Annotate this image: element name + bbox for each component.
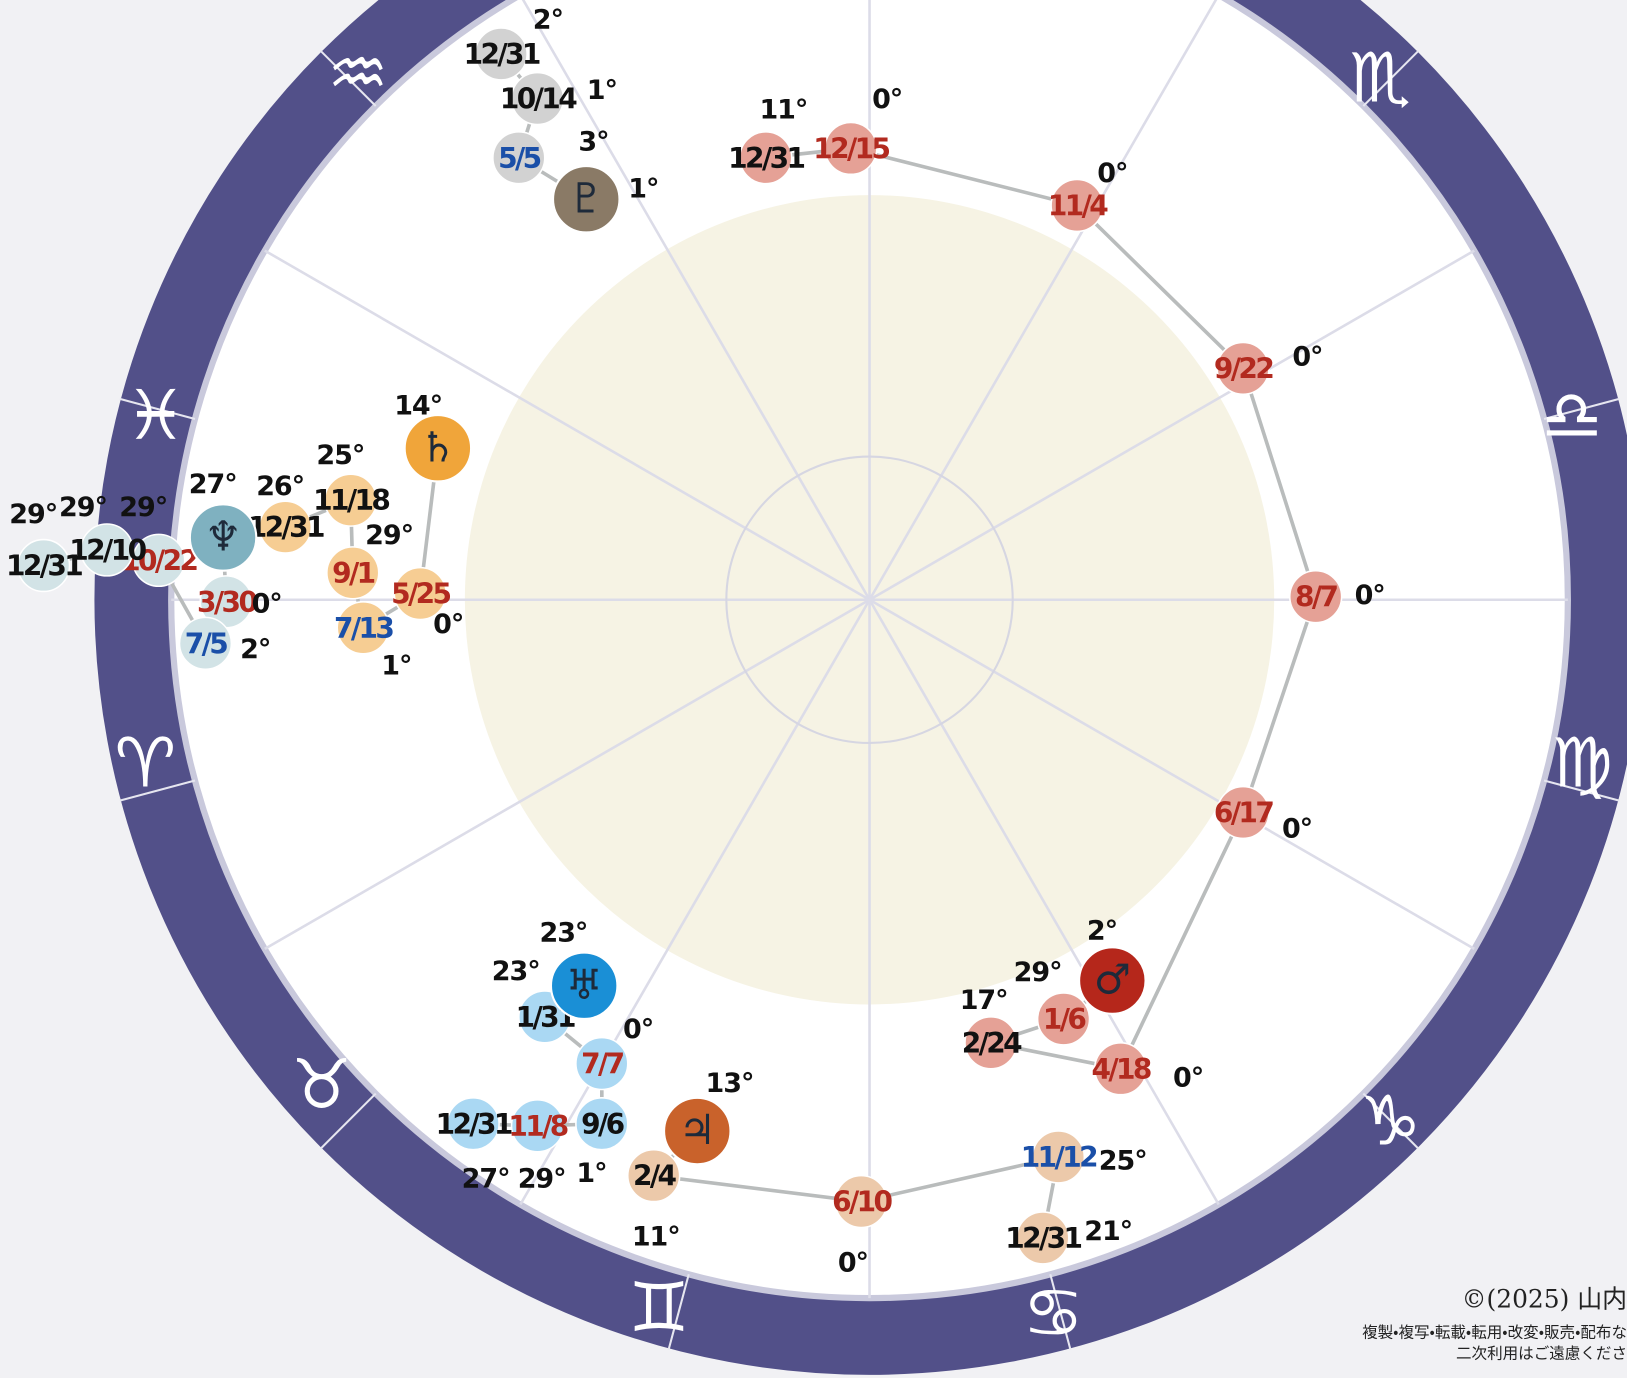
date-label: 12/31 — [6, 550, 82, 583]
degree-label: 29° — [365, 520, 413, 551]
degree-label: 23° — [492, 956, 540, 987]
zodiac-sign: ♋ — [1022, 1273, 1083, 1353]
date-label: 9/1 — [332, 557, 375, 590]
date-label: 2/24 — [962, 1027, 1022, 1060]
date-label: 11/8 — [508, 1110, 567, 1143]
planet-glyph: ♇ — [568, 173, 605, 222]
degree-label: 29° — [59, 492, 107, 523]
degree-label: 0° — [1292, 341, 1322, 372]
degree-label: 25° — [1099, 1146, 1147, 1177]
zodiac-sign: ♎ — [1541, 376, 1602, 456]
degree-label: 0° — [1097, 158, 1127, 189]
degree-label: 27° — [462, 1163, 510, 1194]
degree-label: 0° — [433, 609, 463, 640]
date-label: 11/18 — [313, 484, 389, 517]
degree-label: 11° — [632, 1221, 680, 1252]
zodiac-sign: ♈ — [115, 723, 176, 803]
degree-label: 13° — [705, 1068, 753, 1099]
degree-label: 0° — [872, 84, 902, 115]
planet-glyph: ♅ — [566, 960, 603, 1009]
degree-label: 0° — [838, 1247, 868, 1278]
planet-glyph: ♃ — [679, 1105, 716, 1154]
degree-label: 11° — [759, 95, 807, 126]
date-label: 10/14 — [500, 83, 577, 116]
degree-label: 1° — [576, 1158, 606, 1189]
zodiac-sign: ♊ — [628, 1268, 689, 1348]
degree-label: 29° — [1014, 957, 1062, 988]
degree-label: 29° — [119, 492, 167, 523]
date-label: 6/17 — [1214, 797, 1273, 830]
zodiac-sign: ♍ — [1552, 723, 1613, 803]
date-label: 12/31 — [464, 38, 540, 71]
date-label: 1/6 — [1043, 1003, 1086, 1036]
degree-label: 17° — [960, 985, 1008, 1016]
date-label: 3/30 — [197, 586, 257, 619]
date-label: 8/7 — [1295, 581, 1338, 614]
degree-label: 27° — [189, 469, 237, 500]
degree-label: 23° — [539, 917, 587, 948]
degree-label: 29° — [518, 1163, 566, 1194]
zodiac-sign: ♏ — [1349, 39, 1410, 119]
degree-label: 3° — [578, 127, 608, 158]
degree-label: 0° — [1355, 580, 1385, 611]
degree-label: 26° — [256, 471, 304, 502]
zodiac-sign: ♉ — [291, 1045, 352, 1125]
copyright-note: 複製・複写・転載・転用・改変・販売・配布な — [1362, 1324, 1627, 1342]
planet-glyph: ♆ — [204, 512, 241, 561]
planet-glyph: ♄ — [419, 422, 456, 471]
degree-label: 0° — [1282, 814, 1312, 845]
copyright: ©(2025) 山内 — [1462, 1284, 1627, 1313]
degree-label: 2° — [240, 634, 270, 665]
page: {"zodiac":["♒","♏","♎","♍","♑","♋","♊","… — [0, 0, 1627, 1378]
degree-label: 2° — [533, 4, 563, 35]
date-label: 9/6 — [581, 1108, 624, 1141]
degree-label: 0° — [1173, 1063, 1203, 1094]
degree-label: 0° — [623, 1014, 653, 1045]
date-label: 12/31 — [436, 1108, 512, 1141]
date-label: 5/25 — [391, 578, 450, 611]
date-label: 4/18 — [1091, 1053, 1150, 1086]
zodiac-sign: ♑ — [1360, 1081, 1421, 1161]
degree-label: 0° — [252, 588, 282, 619]
degree-label: 2° — [1087, 915, 1117, 946]
degree-label: 1° — [587, 75, 617, 106]
degree-label: 1° — [628, 173, 658, 204]
degree-label: 1° — [381, 651, 411, 682]
date-label: 12/31 — [248, 511, 324, 544]
zodiac-sign: ♓ — [125, 376, 186, 456]
date-label: 11/4 — [1048, 190, 1108, 223]
zodiac-sign: ♒ — [327, 33, 388, 113]
degree-label: 29° — [9, 499, 57, 530]
degree-label: 14° — [394, 390, 442, 421]
date-label: 11/12 — [1021, 1141, 1097, 1174]
degree-label: 21° — [1084, 1216, 1132, 1247]
date-label: 5/5 — [498, 142, 541, 175]
date-label: 12/31 — [728, 142, 804, 175]
date-label: 7/7 — [581, 1048, 624, 1081]
date-label: 7/5 — [185, 627, 228, 660]
date-label: 12/15 — [813, 132, 889, 165]
degree-label: 25° — [316, 440, 364, 471]
chart-wheel: ♒♏♎♍♑♋♊♉♈♓ 12/312°10/141°5/53°♇1°12/3111… — [0, 0, 1627, 1378]
planet-glyph: ♂ — [1094, 955, 1131, 1004]
date-label: 9/22 — [1214, 352, 1273, 385]
date-label: 6/10 — [832, 1186, 892, 1219]
date-label: 12/31 — [1005, 1222, 1081, 1255]
date-label: 7/13 — [334, 612, 393, 645]
copyright-note: 二次利用はご遠慮くださ — [1456, 1344, 1627, 1362]
date-label: 2/4 — [633, 1160, 677, 1193]
